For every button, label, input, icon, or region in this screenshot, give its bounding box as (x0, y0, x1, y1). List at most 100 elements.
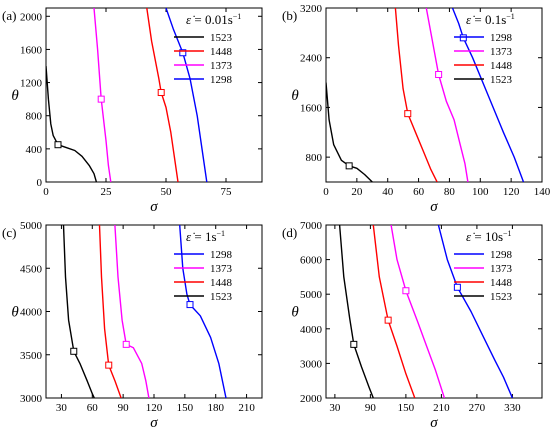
x-tick-label: 30 (56, 402, 68, 414)
y-tick-label: 3000 (20, 393, 43, 405)
series-marker-1448 (384, 316, 392, 324)
series-line-1298 (179, 225, 227, 398)
x-tick-label: 150 (398, 402, 415, 414)
series-marker-1373 (402, 287, 410, 295)
series-marker-1373 (122, 340, 130, 348)
series-marker-1448 (404, 110, 412, 118)
x-tick-label: 40 (382, 186, 394, 198)
y-tick-label: 1200 (20, 78, 43, 90)
y-tick-label: 6000 (300, 255, 323, 267)
x-tick-label: 180 (207, 402, 224, 414)
x-tick-label: 90 (365, 402, 377, 414)
plot-frame (325, 224, 543, 399)
series-line-1523 (326, 82, 373, 182)
series-line-1298 (451, 8, 525, 182)
legend-title: ε̇ = 1s−1 (186, 229, 225, 244)
y-axis-label: θ (291, 305, 299, 321)
x-tick-label: 30 (329, 402, 341, 414)
x-tick-label: 60 (87, 402, 99, 414)
series-marker-1298 (453, 283, 461, 291)
legend: ε̇ = 1s−1 1298 1373 1448 1523 (174, 229, 233, 303)
x-tick-label: 25 (101, 186, 113, 198)
panel-label: (b) (282, 8, 297, 23)
series-line-1448 (372, 225, 416, 398)
y-tick-label: 4000 (300, 324, 323, 336)
legend-label-1373: 1373 (490, 46, 513, 58)
panel-label: (c) (2, 225, 16, 240)
legend-label-1298: 1298 (210, 74, 233, 86)
legend: ε̇ = 10s−1 1298 1373 1448 1523 (454, 229, 513, 303)
series-marker-1523 (345, 162, 353, 170)
y-tick-label: 400 (26, 144, 43, 156)
y-tick-label: 4000 (20, 307, 43, 319)
y-tick-label: 1600 (300, 102, 323, 114)
series-marker-1298 (179, 49, 187, 57)
legend-title: ε̇ = 10s−1 (466, 229, 512, 244)
plot-frame (325, 7, 543, 183)
legend-label-1448: 1448 (490, 277, 513, 289)
x-tick-label: 210 (433, 402, 450, 414)
y-tick-label: 2000 (20, 11, 43, 23)
series-marker-1373 (435, 70, 443, 78)
x-tick-label: 0 (323, 186, 329, 198)
x-tick-label: 330 (504, 402, 521, 414)
series-marker-1373 (97, 95, 105, 103)
x-axis-label: σ (150, 415, 158, 431)
y-tick-label: 0 (37, 177, 43, 189)
series-line-1298 (437, 225, 514, 398)
series-marker-1448 (105, 361, 113, 369)
series-marker-1523 (54, 141, 62, 149)
panel-label: (d) (282, 225, 297, 240)
legend-label-1298: 1298 (490, 249, 513, 261)
series-marker-1523 (350, 340, 358, 348)
x-tick-label: 90 (118, 402, 130, 414)
x-tick-label: 20 (351, 186, 363, 198)
y-axis-label: θ (11, 88, 19, 104)
x-axis-label: σ (430, 415, 438, 431)
y-tick-label: 3500 (20, 350, 43, 362)
plot-frame (45, 7, 263, 183)
x-tick-label: 75 (221, 186, 233, 198)
legend-label-1448: 1448 (490, 60, 513, 72)
panel-1: 0 25 50 75 0 400 800 1200 1600 2000 σ θ (a) ε̇ = 0.01… (2, 7, 263, 215)
x-tick-label: 0 (43, 186, 49, 198)
x-tick-label: 60 (413, 186, 425, 198)
panel-label: (a) (2, 8, 16, 23)
series-line-1373 (93, 8, 112, 182)
series-line-1373 (114, 225, 150, 398)
x-tick-label: 50 (161, 186, 173, 198)
x-tick-label: 100 (472, 186, 489, 198)
y-axis-label: θ (11, 305, 19, 321)
series-line-1448 (394, 8, 438, 182)
series-line-1523 (46, 65, 98, 182)
x-tick-label: 270 (469, 402, 486, 414)
series-marker-1523 (70, 347, 78, 355)
panel-4: 30 90 150 210 270 330 2000 3000 4000 5000 6000 7000… (282, 220, 543, 431)
legend-label-1373: 1373 (210, 263, 233, 275)
series-line-1373 (390, 225, 446, 398)
legend-title: ε̇ = 0.01s−1 (186, 12, 241, 27)
y-tick-label: 800 (26, 111, 43, 123)
legend-label-1523: 1523 (490, 291, 513, 303)
legend-label-1448: 1448 (210, 277, 233, 289)
y-tick-label: 3200 (300, 3, 323, 15)
x-tick-label: 210 (238, 402, 255, 414)
y-axis-label: θ (291, 88, 299, 104)
y-tick-label: 1600 (20, 44, 43, 56)
x-axis-label: σ (150, 199, 158, 215)
x-tick-label: 80 (444, 186, 456, 198)
legend-label-1523: 1523 (490, 74, 513, 86)
y-tick-label: 4500 (20, 263, 43, 275)
legend-label-1298: 1298 (210, 249, 233, 261)
x-tick-label: 120 (503, 186, 520, 198)
y-tick-label: 5000 (300, 289, 323, 301)
legend-label-1523: 1523 (210, 32, 233, 44)
series-line-1523 (338, 225, 374, 398)
series-line-1298 (165, 8, 208, 182)
legend-label-1373: 1373 (490, 263, 513, 275)
y-tick-label: 3000 (300, 358, 323, 370)
legend: ε̇ = 0.1s−1 1298 1373 1448 1523 (454, 12, 515, 86)
series-marker-1298 (186, 301, 194, 309)
legend-label-1523: 1523 (210, 291, 233, 303)
